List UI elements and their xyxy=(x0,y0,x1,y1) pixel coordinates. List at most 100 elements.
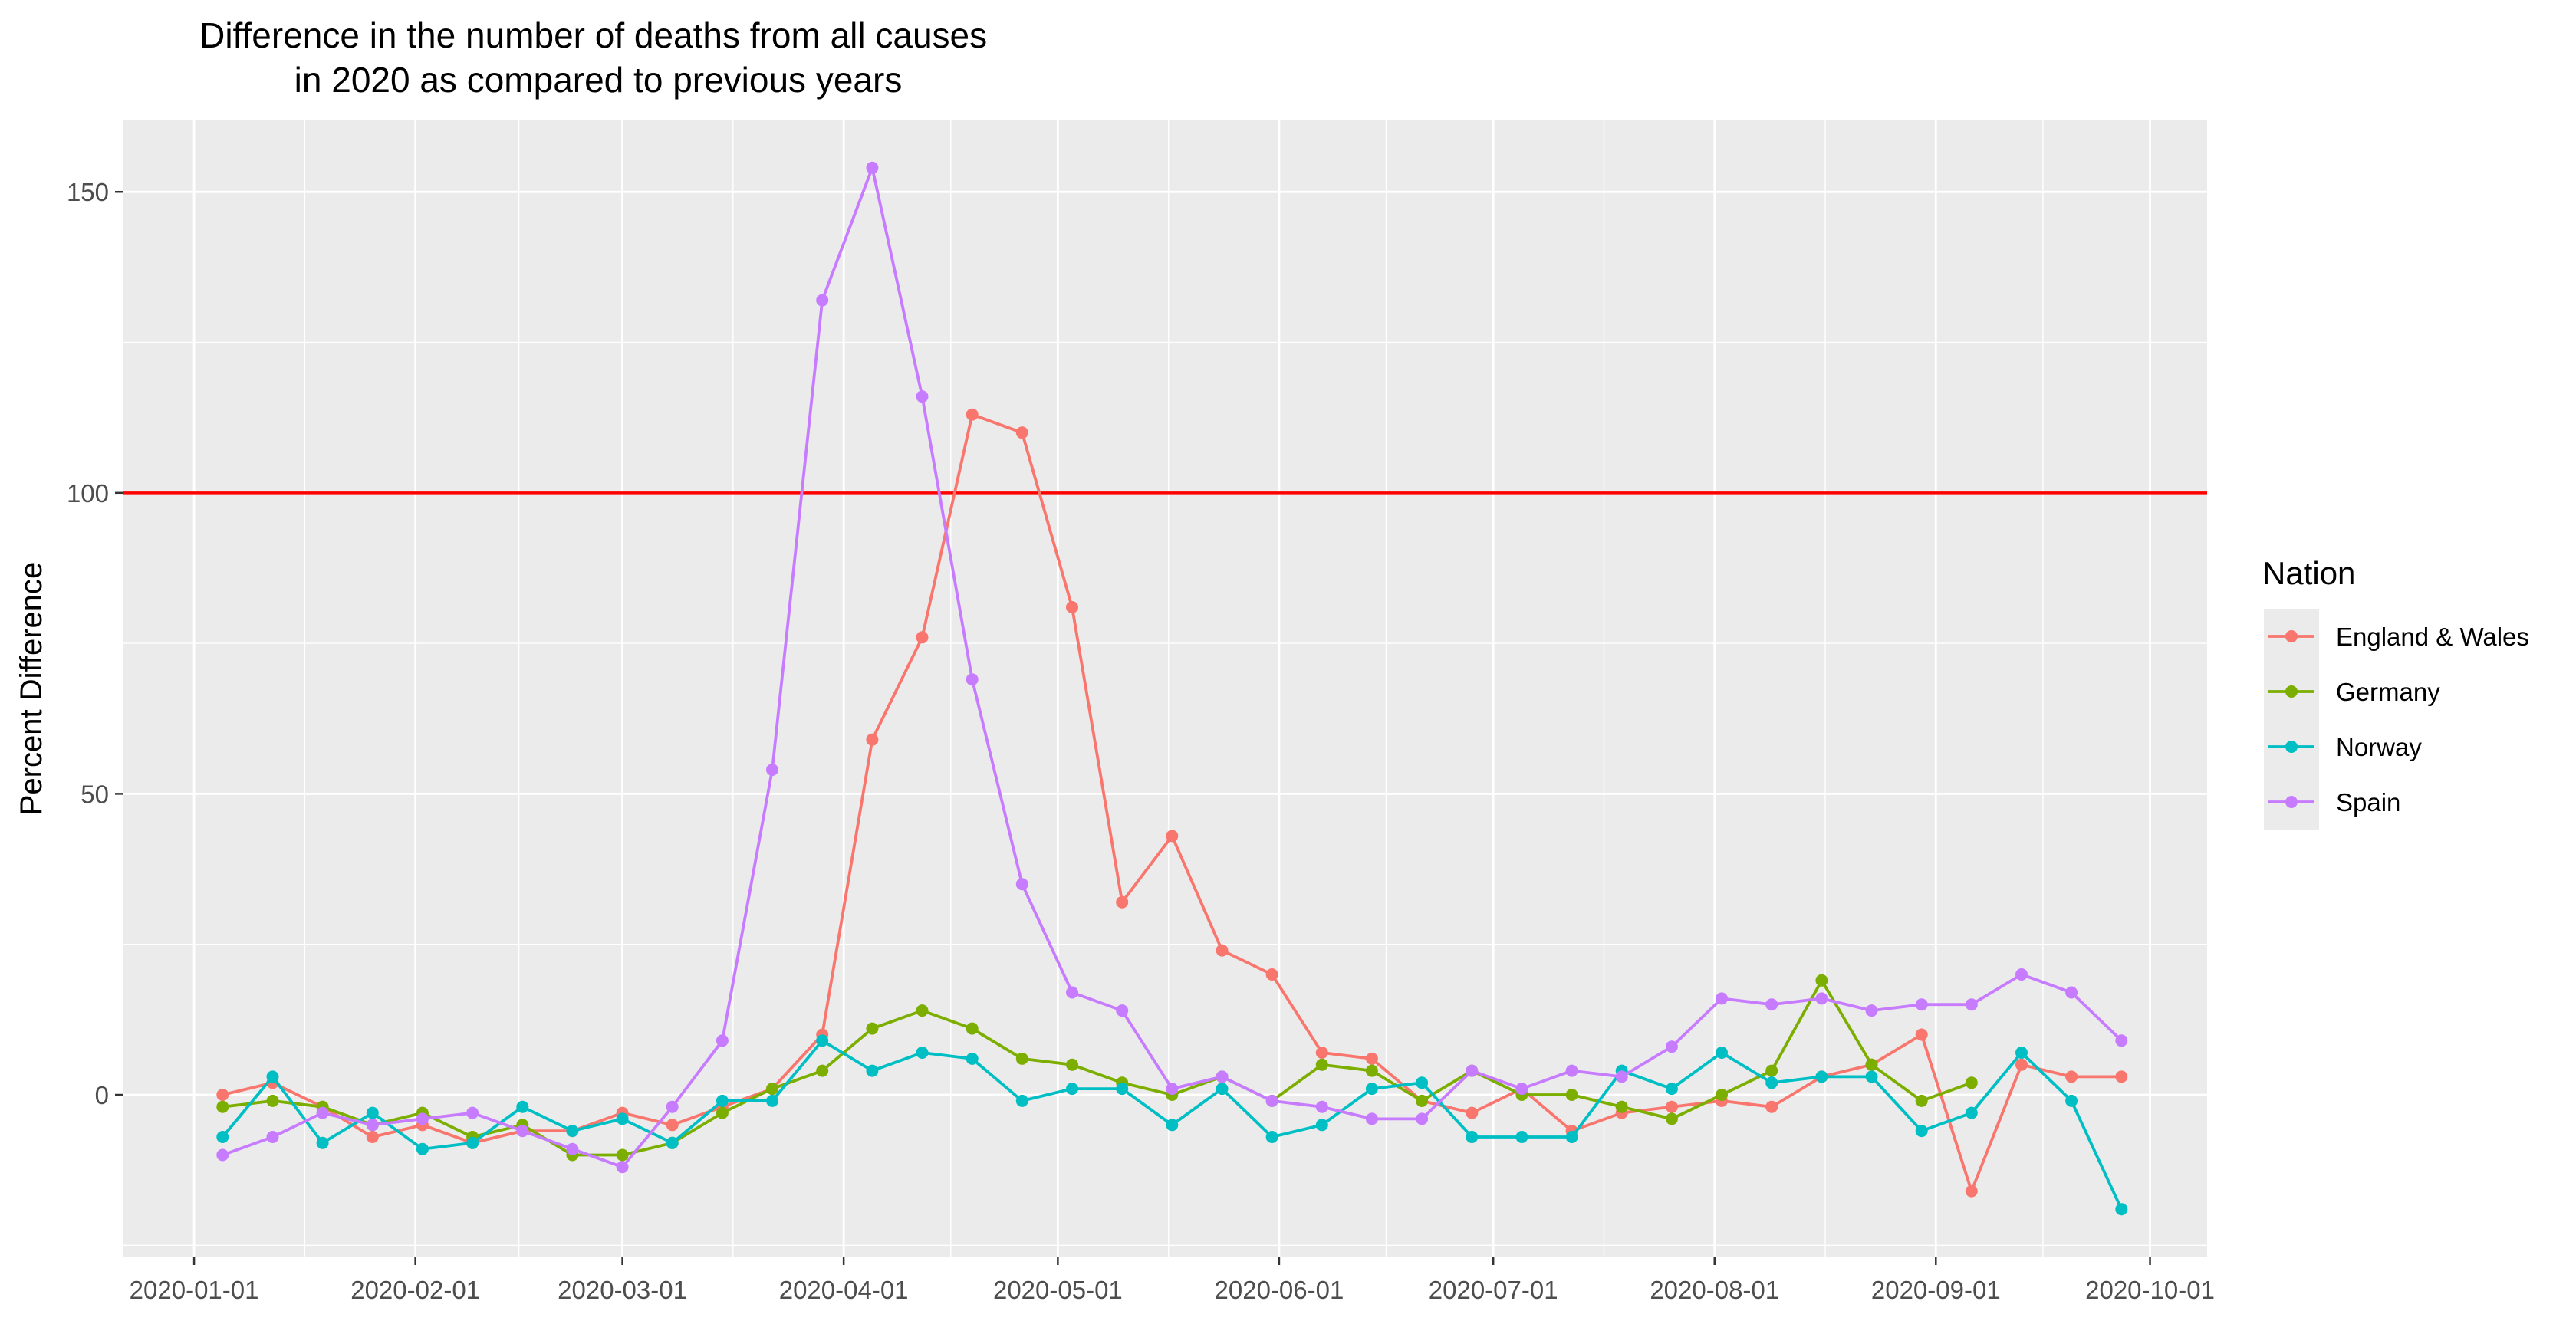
data-point xyxy=(1315,1058,1328,1071)
data-point xyxy=(1216,1083,1229,1096)
data-point xyxy=(666,1136,679,1149)
data-point xyxy=(716,1034,729,1047)
x-tick-label: 2020-10-01 xyxy=(2085,1276,2215,1304)
data-point xyxy=(866,1064,879,1077)
data-point xyxy=(266,1131,279,1143)
data-point xyxy=(1765,1064,1778,1077)
data-point xyxy=(1315,1047,1328,1059)
data-point xyxy=(1015,1094,1028,1107)
data-point xyxy=(316,1106,329,1119)
data-point xyxy=(566,1125,579,1138)
data-point xyxy=(1865,1070,1878,1083)
data-point xyxy=(1716,1089,1728,1101)
data-point xyxy=(2115,1034,2128,1047)
data-point xyxy=(1915,1125,1928,1138)
data-point xyxy=(1066,601,1078,613)
data-point xyxy=(766,764,778,776)
data-point xyxy=(1365,1064,1378,1077)
legend-label: Germany xyxy=(2336,678,2440,706)
data-point xyxy=(1116,1083,1129,1096)
data-point xyxy=(1965,1106,1978,1119)
data-point xyxy=(1515,1131,1528,1143)
y-tick-label: 150 xyxy=(67,178,109,206)
data-point xyxy=(216,1131,229,1143)
data-point xyxy=(516,1100,529,1113)
legend-key-point xyxy=(2285,685,2298,698)
data-point xyxy=(1665,1112,1678,1125)
legend-key-point xyxy=(2285,741,2298,753)
data-point xyxy=(366,1119,379,1132)
legend: Nation England & Wales Germany Norway Spain xyxy=(2262,555,2529,830)
chart-title-line-2: in 2020 as compared to previous years xyxy=(294,60,903,100)
data-point xyxy=(1815,1070,1828,1083)
data-point xyxy=(1265,968,1278,981)
data-point xyxy=(1116,1004,1129,1017)
data-point xyxy=(1416,1112,1429,1125)
data-point xyxy=(816,294,829,307)
data-point xyxy=(1565,1131,1578,1143)
data-point xyxy=(916,1004,929,1017)
data-point xyxy=(966,1052,979,1065)
data-point xyxy=(916,1047,929,1059)
data-point xyxy=(716,1094,729,1107)
data-point xyxy=(1365,1083,1378,1096)
data-point xyxy=(1466,1064,1479,1077)
data-point xyxy=(216,1089,229,1101)
data-point xyxy=(1116,895,1129,909)
data-point xyxy=(1265,1094,1278,1107)
legend-label: Spain xyxy=(2336,788,2400,817)
data-point xyxy=(1716,1047,1728,1059)
x-tick-label: 2020-06-01 xyxy=(1215,1276,1344,1304)
data-point xyxy=(1665,1040,1678,1053)
data-point xyxy=(1015,1052,1028,1065)
data-point xyxy=(316,1136,329,1149)
data-point xyxy=(416,1142,429,1155)
data-point xyxy=(366,1131,379,1143)
data-point xyxy=(1315,1119,1328,1132)
series-3 xyxy=(216,161,2128,1174)
data-point xyxy=(1765,1076,1778,1089)
data-point xyxy=(1315,1100,1328,1113)
legend-label: Norway xyxy=(2336,733,2422,761)
x-tick-label: 2020-01-01 xyxy=(130,1276,259,1304)
plot-panel xyxy=(123,120,2207,1257)
data-point xyxy=(616,1161,629,1174)
y-axis-label: Percent Difference xyxy=(15,562,48,816)
data-point xyxy=(1365,1112,1378,1125)
data-point xyxy=(766,1083,778,1096)
data-point xyxy=(1565,1089,1578,1101)
data-point xyxy=(616,1112,629,1125)
data-point xyxy=(1216,944,1229,957)
data-point xyxy=(216,1100,229,1113)
data-point xyxy=(566,1142,579,1155)
data-point xyxy=(1166,830,1179,843)
data-point xyxy=(2115,1070,2128,1083)
data-point xyxy=(1815,974,1828,987)
legend-label: England & Wales xyxy=(2336,623,2529,651)
data-point xyxy=(1166,1119,1179,1132)
data-point xyxy=(216,1148,229,1162)
data-point xyxy=(1965,998,1978,1011)
data-point xyxy=(1716,992,1728,1005)
data-point xyxy=(516,1125,529,1138)
chart-title-line-1: Difference in the number of deaths from … xyxy=(199,15,987,55)
data-point xyxy=(1665,1083,1678,1096)
data-point xyxy=(2065,1070,2078,1083)
data-point xyxy=(1915,1094,1928,1107)
x-tick-label: 2020-05-01 xyxy=(993,1276,1123,1304)
data-point xyxy=(966,1022,979,1035)
data-point xyxy=(2015,1047,2028,1059)
data-point xyxy=(1565,1064,1578,1077)
data-point xyxy=(1965,1076,1978,1089)
data-point xyxy=(466,1136,479,1149)
data-point xyxy=(816,1034,829,1047)
data-point xyxy=(966,673,979,686)
y-tick-label: 0 xyxy=(95,1081,109,1109)
x-tick-label: 2020-07-01 xyxy=(1429,1276,1558,1304)
data-point xyxy=(666,1100,679,1113)
data-point xyxy=(2065,986,2078,999)
data-point xyxy=(1915,1028,1928,1041)
data-point xyxy=(1015,426,1028,439)
data-point xyxy=(1166,1083,1179,1096)
